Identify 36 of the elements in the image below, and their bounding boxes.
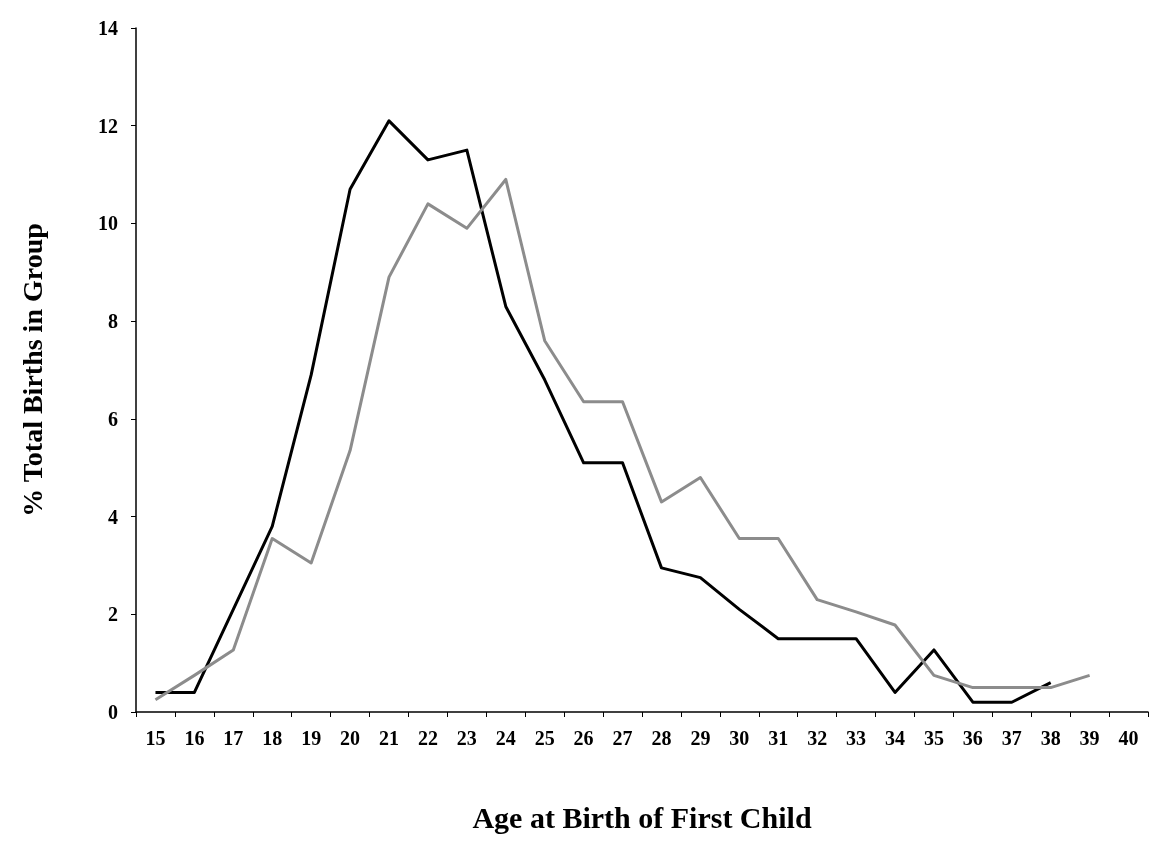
x-tick-label: 23 [456, 727, 477, 749]
x-tick-label: 34 [885, 727, 905, 749]
x-tick-label: 17 [223, 727, 244, 749]
x-tick-label: 28 [651, 727, 672, 749]
x-tick-label: 31 [768, 727, 789, 749]
x-tick-label: 29 [690, 727, 711, 749]
x-tick-label: 33 [846, 727, 867, 749]
x-axis-title: Age at Birth of First Child [472, 800, 812, 834]
y-axis-title: % Total Births in Group [16, 223, 48, 517]
x-tick-label: 37 [1001, 727, 1022, 749]
y-tick-label: 10 [98, 212, 118, 235]
x-tick-label: 18 [262, 727, 283, 749]
x-tick-label: 35 [923, 727, 944, 749]
x-tick-label: 30 [729, 727, 750, 749]
x-tick-label: 20 [340, 727, 361, 749]
y-tick-label: 14 [98, 17, 118, 39]
x-tick-label: 38 [1040, 727, 1061, 749]
x-tick-label: 15 [145, 727, 166, 749]
y-tick-label: 12 [98, 114, 118, 137]
x-tick-label: 22 [417, 727, 438, 749]
y-tick-label: 6 [108, 407, 118, 430]
x-tick-label: 36 [962, 727, 983, 749]
x-tick-label: 25 [534, 727, 555, 749]
y-tick-label: 2 [108, 603, 118, 626]
x-tick-label: 39 [1079, 727, 1100, 749]
y-tick-label: 0 [108, 701, 118, 723]
x-tick-label: 27 [612, 727, 633, 749]
x-tick-label: 19 [301, 727, 322, 749]
x-tick-label: 26 [573, 727, 594, 749]
x-tick-label: 16 [184, 727, 205, 749]
y-tick-label: 8 [108, 310, 118, 333]
x-tick-label: 32 [807, 727, 828, 749]
x-tick-label: 21 [379, 727, 399, 749]
y-tick-label: 4 [108, 505, 118, 528]
x-tick-label: 40 [1118, 727, 1139, 749]
x-tick-label: 24 [495, 727, 516, 749]
